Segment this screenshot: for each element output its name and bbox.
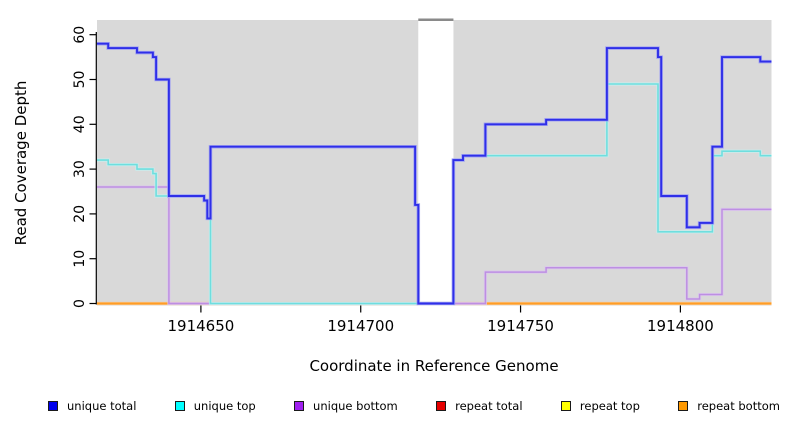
svg-text:1914750: 1914750 (487, 317, 554, 335)
legend-item-unique-total: unique total (48, 398, 136, 414)
svg-text:50: 50 (72, 71, 88, 89)
svg-text:1914650: 1914650 (167, 317, 234, 335)
legend-item-unique-top: unique top (174, 398, 256, 414)
legend-item-repeat-top: repeat top (560, 398, 640, 414)
legend-item-repeat-bottom: repeat bottom (678, 398, 780, 414)
legend: unique total unique top unique bottom re… (0, 398, 792, 414)
coverage-chart: 0 10 20 30 40 50 60 1914650 1914700 1914750 191480… (12, 18, 772, 375)
svg-text:1914700: 1914700 (327, 317, 394, 335)
unique-top-swatch-icon (174, 401, 185, 411)
axes: 0 10 20 30 40 50 60 1914650 1914700 1914750 191480… (72, 26, 714, 335)
legend-label: unique total (67, 399, 137, 413)
series-lines (97, 41, 772, 306)
repeat-total-swatch-icon (436, 401, 447, 411)
legend-label: repeat total (455, 399, 523, 413)
legend-label: unique top (193, 399, 256, 413)
legend-item-repeat-total: repeat total (436, 398, 523, 414)
legend-item-unique-bottom: unique bottom (294, 398, 398, 414)
legend-label: unique bottom (313, 399, 398, 413)
svg-text:1914800: 1914800 (647, 317, 714, 335)
plot-background (97, 18, 772, 306)
svg-text:30: 30 (72, 160, 88, 178)
svg-text:40: 40 (72, 115, 88, 133)
unique-bottom-swatch-icon (294, 401, 305, 411)
y-axis-title: Read Coverage Depth (12, 81, 30, 246)
legend-label: repeat bottom (697, 399, 780, 413)
svg-text:60: 60 (72, 26, 88, 44)
svg-text:10: 10 (72, 250, 88, 268)
repeat-top-swatch-icon (560, 401, 571, 411)
legend-label: repeat top (579, 399, 640, 413)
svg-text:0: 0 (72, 299, 88, 308)
svg-text:20: 20 (72, 205, 88, 223)
repeat-bottom-swatch-icon (678, 401, 689, 411)
unique-total-swatch-icon (48, 401, 58, 411)
x-axis-title: Coordinate in Reference Genome (309, 357, 558, 375)
